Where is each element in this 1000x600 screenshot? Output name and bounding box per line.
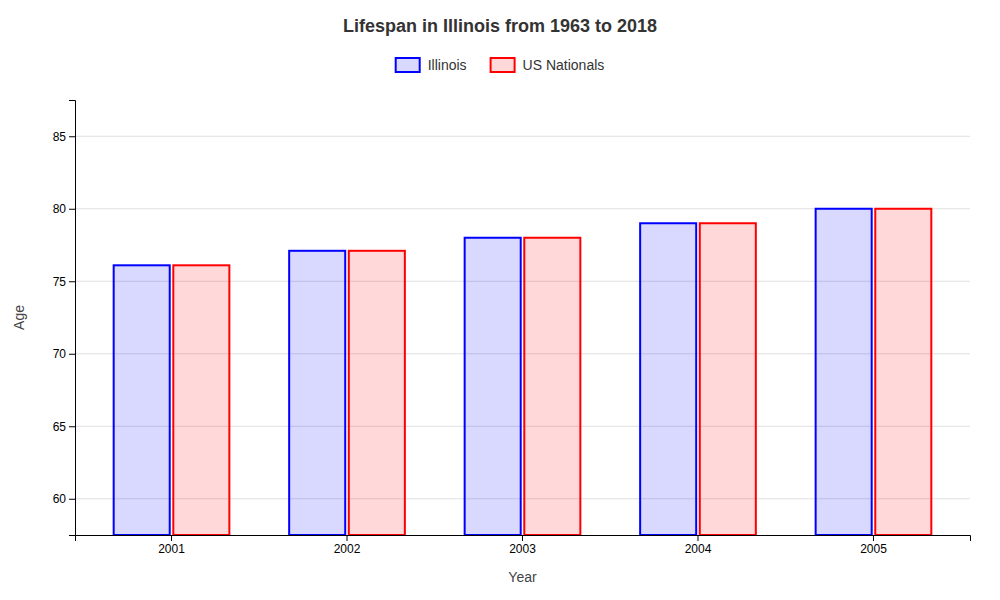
y-tick: 80 [53,202,75,216]
grid-line [75,136,970,137]
bar [640,223,696,535]
x-tick-mark [347,535,348,541]
y-tick-label: 65 [53,420,67,434]
legend-swatch [396,58,420,72]
y-tick-label: 75 [53,275,67,289]
y-tick-mark [69,499,75,500]
y-tick-label: 80 [53,202,67,216]
bar [173,265,229,535]
x-tick: 2002 [334,535,361,556]
bar [289,251,345,535]
y-tick-mark [69,209,75,210]
y-tick-label: 70 [53,347,67,361]
x-tick: 2005 [860,535,887,556]
y-axis-line [69,101,76,536]
bar [114,265,170,535]
y-tick: 65 [53,420,75,434]
plot-area [114,209,932,535]
chart-title: Lifespan in Illinois from 1963 to 2018 [343,16,657,36]
x-tick-mark [873,535,874,541]
legend-item: Illinois [396,57,467,73]
y-tick: 70 [53,347,75,361]
y-tick-mark [69,281,75,282]
bar [524,238,580,535]
x-tick-label: 2002 [334,542,361,556]
y-tick: 85 [53,130,75,144]
x-tick-label: 2001 [158,542,185,556]
y-tick-label: 85 [53,130,67,144]
bar [349,251,405,535]
y-tick: 60 [53,492,75,506]
y-axis: 60 65 70 75 80 85 [53,101,76,536]
chart-svg: 2001 2002 2003 2004 2005 60 65 70 75 80 85 Lifespan… [0,0,1000,600]
x-axis-line [76,536,971,542]
y-tick: 75 [53,275,75,289]
x-tick-mark [697,535,698,541]
bar [875,209,931,535]
bar [700,223,756,535]
chart-container: 2001 2002 2003 2004 2005 60 65 70 75 80 85 Lifespan… [0,0,1000,600]
x-axis-title: Year [508,569,537,585]
legend-label: US Nationals [523,57,605,73]
y-tick-mark [69,426,75,427]
bar [465,238,521,535]
x-tick-mark [171,535,172,541]
bar-series [114,209,872,535]
y-tick-mark [69,136,75,137]
bar-series [173,209,931,535]
legend-item: US Nationals [491,57,605,73]
x-tick: 2001 [158,535,185,556]
legend: Illinois US Nationals [396,57,605,73]
y-axis-title: Age [11,305,27,330]
legend-swatch [491,58,515,72]
x-axis: 2001 2002 2003 2004 2005 [76,535,971,556]
bar [816,209,872,535]
x-tick-label: 2005 [860,542,887,556]
legend-label: Illinois [428,57,467,73]
x-tick: 2003 [509,535,536,556]
x-tick-label: 2003 [509,542,536,556]
x-tick: 2004 [685,535,712,556]
y-tick-mark [69,354,75,355]
y-tick-label: 60 [53,492,67,506]
x-tick-label: 2004 [685,542,712,556]
x-tick-mark [522,535,523,541]
